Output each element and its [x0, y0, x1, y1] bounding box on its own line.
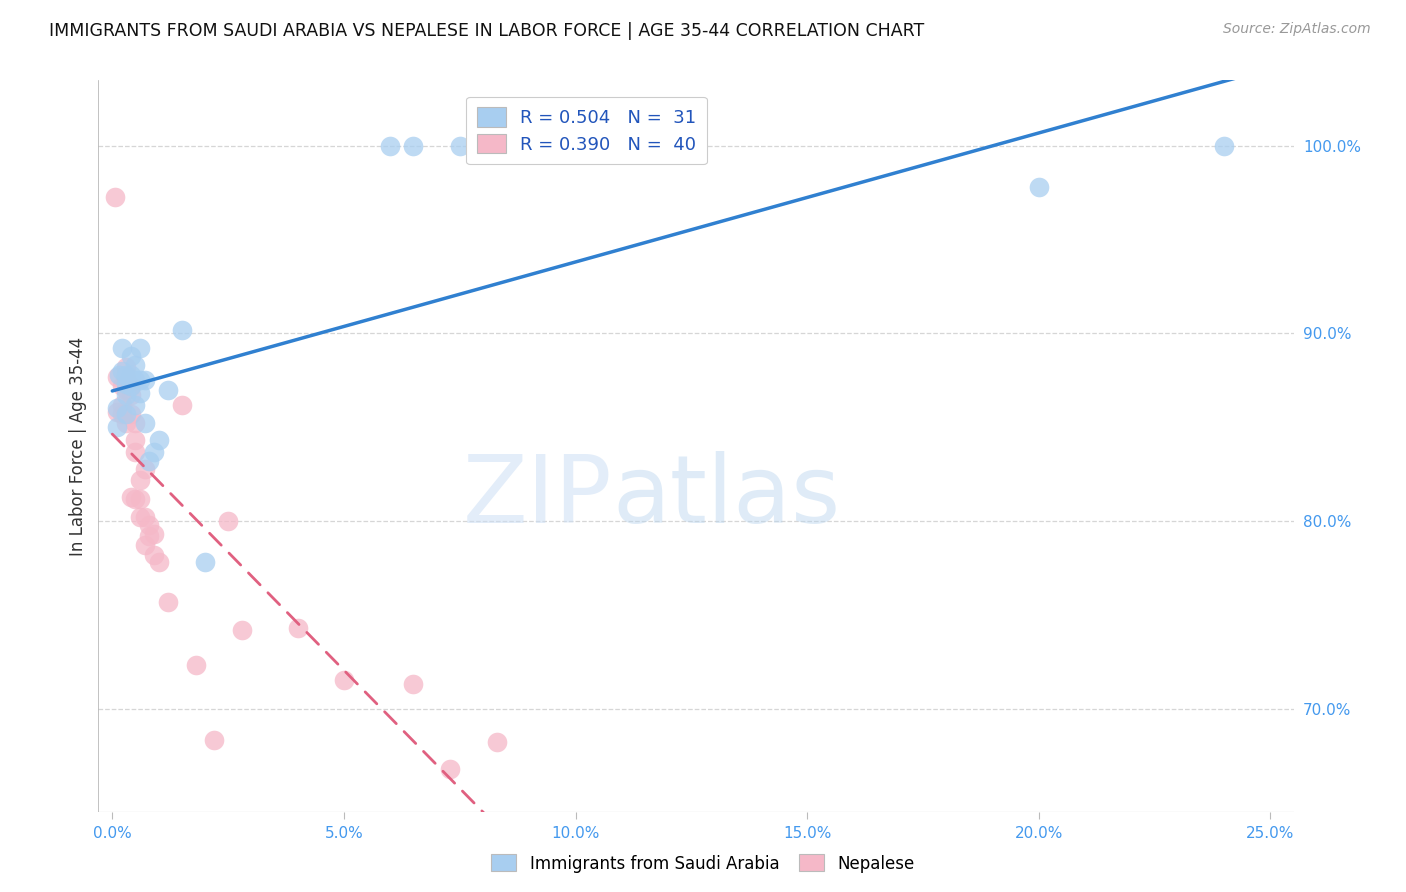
- Point: [124, 359, 146, 373]
- Point: [124, 417, 146, 431]
- Point: [115, 377, 138, 392]
- Point: [105, 369, 128, 384]
- Point: [439, 762, 461, 776]
- Point: [333, 673, 356, 688]
- Point: [129, 386, 152, 401]
- Point: [134, 417, 156, 431]
- Point: [184, 658, 207, 673]
- Text: atlas: atlas: [613, 451, 841, 543]
- Point: [129, 510, 152, 524]
- Point: [129, 342, 152, 356]
- Point: [202, 733, 225, 747]
- Point: [138, 529, 160, 543]
- Point: [124, 491, 146, 506]
- Point: [110, 364, 132, 378]
- Point: [217, 514, 239, 528]
- Point: [115, 369, 138, 384]
- Point: [194, 555, 217, 569]
- Point: [170, 398, 193, 412]
- Point: [231, 623, 253, 637]
- Point: [115, 360, 138, 375]
- Point: [124, 398, 146, 412]
- Point: [120, 368, 142, 382]
- Point: [120, 407, 142, 421]
- Point: [1028, 180, 1050, 194]
- Point: [115, 388, 138, 402]
- Point: [115, 407, 138, 421]
- Point: [156, 595, 179, 609]
- Point: [105, 401, 128, 416]
- Text: ZIP: ZIP: [463, 451, 613, 543]
- Point: [449, 139, 471, 153]
- Point: [124, 444, 146, 458]
- Point: [129, 473, 152, 487]
- Point: [104, 189, 127, 203]
- Point: [485, 735, 508, 749]
- Point: [143, 548, 166, 562]
- Point: [148, 434, 170, 448]
- Point: [134, 510, 156, 524]
- Point: [156, 383, 179, 397]
- Point: [402, 677, 425, 691]
- Point: [134, 373, 156, 387]
- Point: [402, 139, 425, 153]
- Point: [134, 538, 156, 552]
- Point: [143, 527, 166, 541]
- Point: [110, 407, 132, 421]
- Point: [120, 490, 142, 504]
- Point: [124, 434, 146, 448]
- Point: [110, 342, 132, 356]
- Point: [287, 621, 309, 635]
- Point: [120, 379, 142, 393]
- Point: [105, 405, 128, 419]
- Point: [120, 379, 142, 393]
- Legend: Immigrants from Saudi Arabia, Nepalese: Immigrants from Saudi Arabia, Nepalese: [485, 847, 921, 880]
- Point: [138, 517, 160, 532]
- Point: [110, 398, 132, 412]
- Point: [380, 139, 402, 153]
- Point: [143, 444, 166, 458]
- Point: [134, 461, 156, 475]
- Y-axis label: In Labor Force | Age 35-44: In Labor Force | Age 35-44: [69, 336, 87, 556]
- Text: IMMIGRANTS FROM SAUDI ARABIA VS NEPALESE IN LABOR FORCE | AGE 35-44 CORRELATION : IMMIGRANTS FROM SAUDI ARABIA VS NEPALESE…: [49, 22, 925, 40]
- Point: [120, 388, 142, 402]
- Point: [170, 323, 193, 337]
- Point: [129, 491, 152, 506]
- Point: [124, 373, 146, 387]
- Point: [120, 349, 142, 363]
- Point: [105, 420, 128, 434]
- Text: Source: ZipAtlas.com: Source: ZipAtlas.com: [1223, 22, 1371, 37]
- Point: [138, 454, 160, 468]
- Point: [115, 368, 138, 382]
- Point: [148, 555, 170, 569]
- Legend: R = 0.504   N =  31, R = 0.390   N =  40: R = 0.504 N = 31, R = 0.390 N = 40: [465, 96, 707, 164]
- Point: [129, 373, 152, 387]
- Point: [115, 383, 138, 397]
- Point: [108, 368, 131, 382]
- Point: [110, 379, 132, 393]
- Point: [115, 417, 138, 431]
- Point: [1213, 139, 1236, 153]
